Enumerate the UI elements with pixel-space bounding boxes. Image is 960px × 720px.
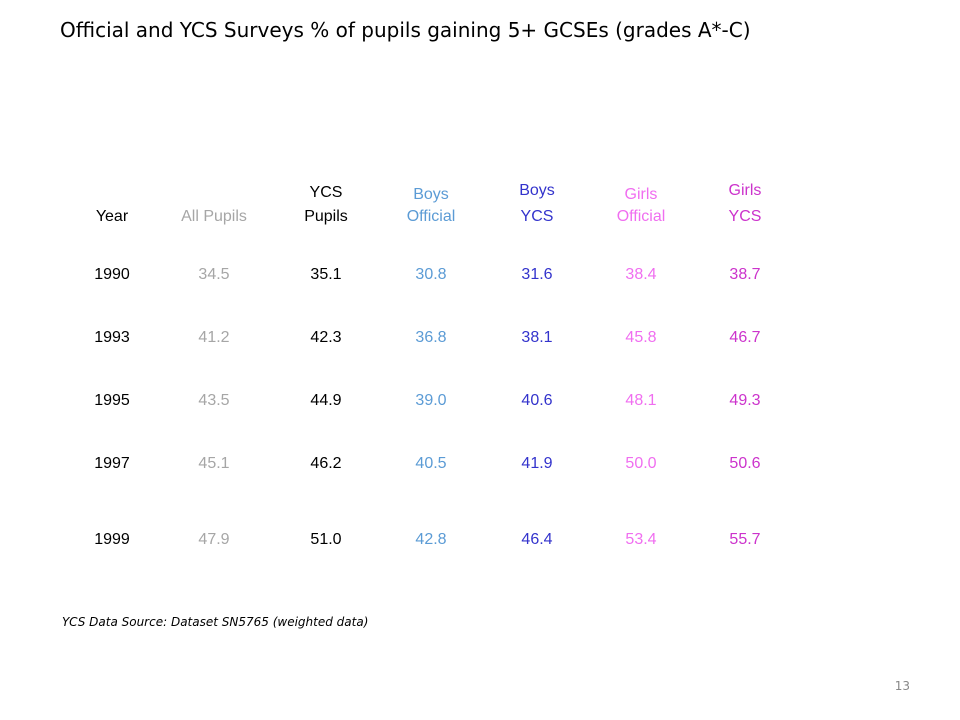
cell-boys-ycs: 41.9 (521, 455, 553, 472)
header-all-pupils: All Pupils (159, 206, 269, 228)
cell-boys-ycs: 40.6 (521, 392, 553, 409)
header-line: YCS (520, 208, 554, 225)
header-boys-ycs: Boys YCS (482, 180, 592, 228)
cell-boys-ycs: 46.4 (521, 531, 553, 548)
cell-girls-ycs: 55.7 (729, 531, 761, 548)
cell-year: 1997 (94, 455, 130, 472)
cell-year: 1990 (94, 266, 130, 283)
cell-ycs-pupils: 51.0 (310, 531, 342, 548)
header-line: Pupils (304, 208, 348, 225)
cell-ycs-pupils: 46.2 (310, 455, 342, 472)
page-number: 13 (894, 679, 910, 693)
cell-ycs-pupils: 44.9 (310, 392, 342, 409)
header-line: YCS (728, 208, 762, 225)
cell-all-pupils: 43.5 (198, 392, 230, 409)
cell-boys-ycs: 38.1 (521, 329, 553, 346)
cell-all-pupils: 41.2 (198, 329, 230, 346)
cell-girls-official: 48.1 (625, 392, 657, 409)
cell-boys-official: 40.5 (415, 455, 447, 472)
header-girls-official: Girls Official (586, 184, 696, 228)
cell-boys-official: 39.0 (415, 392, 447, 409)
header-line: Boys (519, 182, 555, 199)
cell-boys-official: 30.8 (415, 266, 447, 283)
data-source-note: YCS Data Source: Dataset SN5765 (weighte… (62, 615, 369, 629)
cell-year: 1993 (94, 329, 130, 346)
cell-ycs-pupils: 35.1 (310, 266, 342, 283)
cell-girls-ycs: 49.3 (729, 392, 761, 409)
cell-boys-official: 36.8 (415, 329, 447, 346)
cell-girls-official: 45.8 (625, 329, 657, 346)
header-line: All Pupils (181, 208, 247, 225)
cell-girls-official: 38.4 (625, 266, 657, 283)
cell-girls-ycs: 38.7 (729, 266, 761, 283)
cell-ycs-pupils: 42.3 (310, 329, 342, 346)
header-line: YCS (309, 184, 343, 201)
cell-all-pupils: 45.1 (198, 455, 230, 472)
header-girls-ycs: Girls YCS (690, 180, 800, 228)
cell-year: 1995 (94, 392, 130, 409)
slide-title: Official and YCS Surveys % of pupils gai… (60, 18, 751, 42)
cell-girls-ycs: 50.6 (729, 455, 761, 472)
header-ycs-pupils: YCS Pupils (271, 182, 381, 228)
header-line: Girls (728, 182, 762, 199)
header-line: Boys (413, 186, 449, 203)
cell-boys-official: 42.8 (415, 531, 447, 548)
cell-boys-ycs: 31.6 (521, 266, 553, 283)
header-boys-official: Boys Official (376, 184, 486, 228)
cell-year: 1999 (94, 531, 130, 548)
cell-all-pupils: 47.9 (198, 531, 230, 548)
header-year: Year (57, 206, 167, 228)
header-line: Year (95, 208, 129, 225)
header-line: Official (616, 208, 666, 225)
cell-all-pupils: 34.5 (198, 266, 230, 283)
header-line: Girls (624, 186, 658, 203)
cell-girls-official: 53.4 (625, 531, 657, 548)
cell-girls-ycs: 46.7 (729, 329, 761, 346)
cell-girls-official: 50.0 (625, 455, 657, 472)
header-line: Official (406, 208, 456, 225)
